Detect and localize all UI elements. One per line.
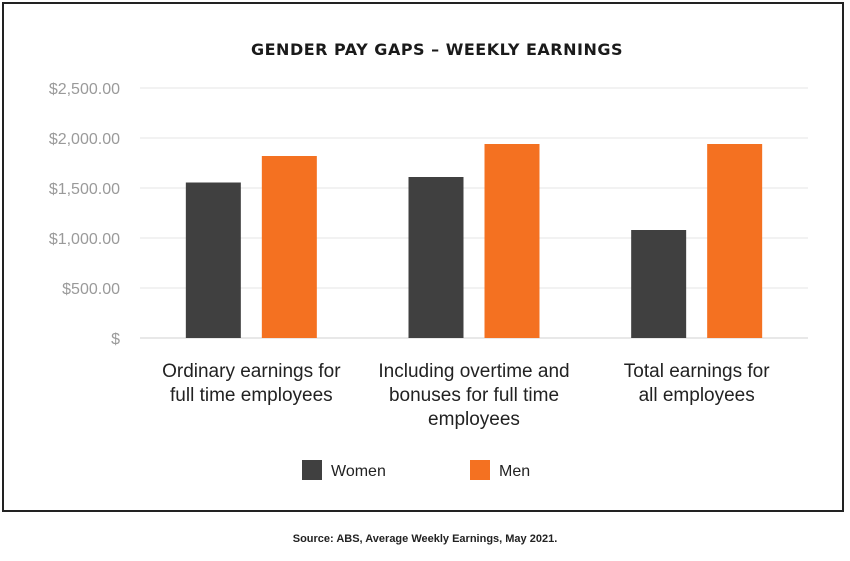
bar-men — [707, 144, 763, 338]
bar-women — [631, 230, 687, 338]
y-tick-label: $1,000.00 — [49, 231, 120, 248]
y-axis-ticks: $ $500.00 $1,000.00 $1,500.00 $2,000.00 $2,50… — [49, 81, 120, 348]
bar-men — [484, 144, 540, 338]
category-labels: Ordinary earnings for full time employees… — [162, 361, 770, 430]
chart-title: GENDER PAY GAPS – WEEKLY EARNINGS — [251, 40, 623, 59]
y-tick-label: $500.00 — [62, 281, 120, 298]
bar-men — [261, 156, 317, 338]
y-tick-label: $2,000.00 — [49, 131, 120, 148]
legend-label-men: Men — [499, 463, 530, 480]
y-tick-label: $ — [111, 331, 120, 348]
category-label: Ordinary earnings for full time employees — [162, 361, 341, 406]
bar-women — [408, 177, 464, 338]
y-tick-label: $2,500.00 — [49, 81, 120, 98]
y-tick-label: $1,500.00 — [49, 181, 120, 198]
bars — [185, 144, 763, 338]
category-label: Including overtime and bonuses for full t… — [378, 361, 569, 430]
legend-swatch-women — [302, 460, 322, 480]
legend-swatch-men — [470, 460, 490, 480]
bar-women — [185, 182, 241, 338]
gridlines — [140, 87, 808, 339]
category-label: Total earnings for all employees — [624, 361, 770, 406]
legend-label-women: Women — [331, 463, 386, 480]
bar-chart: GENDER PAY GAPS – WEEKLY EARNINGS $ $500.… — [49, 40, 808, 480]
source-note: Source: ABS, Average Weekly Earnings, Ma… — [292, 533, 558, 545]
legend: Women Men — [302, 460, 530, 480]
